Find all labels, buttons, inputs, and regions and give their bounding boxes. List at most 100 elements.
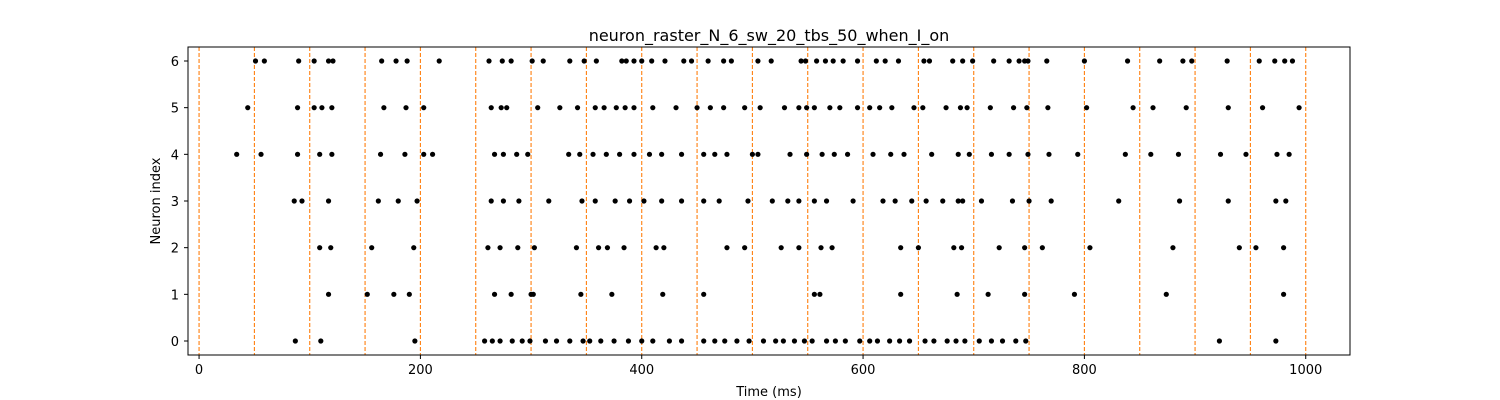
spike-point bbox=[329, 105, 335, 111]
spike-point bbox=[882, 58, 888, 64]
spike-point bbox=[294, 105, 301, 111]
spike-point bbox=[796, 198, 802, 204]
spike-point bbox=[958, 245, 965, 251]
spike-point bbox=[746, 338, 752, 344]
spike-point bbox=[557, 105, 563, 111]
spike-point bbox=[626, 198, 633, 204]
spike-point bbox=[325, 198, 332, 204]
y-tick-label: 1 bbox=[171, 288, 179, 303]
spike-point bbox=[292, 338, 298, 344]
spike-point bbox=[328, 245, 334, 251]
y-tick-label: 0 bbox=[171, 335, 179, 350]
spike-point bbox=[1044, 58, 1050, 64]
spike-point bbox=[1087, 245, 1093, 251]
spike-point bbox=[760, 338, 767, 344]
spike-point bbox=[509, 338, 515, 344]
y-axis-label: Neuron index bbox=[149, 157, 164, 244]
spike-point bbox=[325, 58, 332, 64]
spike-point bbox=[1225, 198, 1231, 204]
spike-point bbox=[951, 245, 957, 251]
spike-point bbox=[580, 338, 586, 344]
spike-point bbox=[909, 198, 915, 204]
spike-point bbox=[613, 105, 619, 111]
spike-point bbox=[623, 58, 629, 64]
spike-point bbox=[530, 291, 536, 297]
spike-point bbox=[898, 291, 904, 297]
spike-point bbox=[598, 338, 604, 344]
spike-point bbox=[491, 291, 498, 297]
y-tick-label: 4 bbox=[171, 148, 179, 163]
spike-point bbox=[796, 245, 802, 251]
plot-area bbox=[198, 47, 1307, 355]
spike-point bbox=[960, 58, 966, 64]
spike-point bbox=[892, 198, 898, 204]
spike-point bbox=[895, 58, 902, 64]
spike-point bbox=[325, 291, 332, 297]
spike-point bbox=[403, 105, 409, 111]
spike-point bbox=[1071, 291, 1078, 297]
x-tick-label: 400 bbox=[629, 363, 654, 378]
spike-point bbox=[791, 338, 798, 344]
spike-point bbox=[631, 151, 637, 157]
spike-point bbox=[622, 105, 628, 111]
x-axis: 0 200 400 600 800 1000 bbox=[195, 355, 1322, 378]
spike-point bbox=[823, 198, 830, 204]
spike-point bbox=[592, 105, 598, 111]
spike-point bbox=[755, 151, 761, 157]
spike-point bbox=[813, 58, 820, 64]
spike-point bbox=[940, 198, 946, 204]
spike-point bbox=[873, 58, 879, 64]
spike-point bbox=[1256, 58, 1262, 64]
y-tick-label: 6 bbox=[171, 55, 179, 70]
spike-point bbox=[579, 198, 585, 204]
spike-point bbox=[611, 338, 617, 344]
spike-point bbox=[491, 151, 498, 157]
spike-point bbox=[1273, 338, 1279, 344]
spike-point bbox=[837, 105, 843, 111]
spike-point bbox=[804, 105, 810, 111]
spike-point bbox=[844, 151, 851, 157]
spike-point bbox=[421, 151, 427, 157]
spike-point bbox=[811, 198, 817, 204]
spike-point bbox=[653, 245, 659, 251]
spike-point bbox=[1013, 338, 1019, 344]
spike-point bbox=[701, 291, 707, 297]
spike-point bbox=[631, 105, 637, 111]
spike-point bbox=[901, 151, 907, 157]
spike-point bbox=[573, 245, 580, 251]
spike-point bbox=[391, 291, 397, 297]
spike-point bbox=[1006, 151, 1012, 157]
spike-point bbox=[527, 338, 533, 344]
spike-point bbox=[404, 58, 410, 64]
spike-point bbox=[631, 58, 637, 64]
spike-point bbox=[291, 198, 297, 204]
spike-point bbox=[317, 151, 323, 157]
spike-point bbox=[953, 338, 959, 344]
spike-point bbox=[716, 198, 722, 204]
spike-point bbox=[673, 105, 679, 111]
spike-point bbox=[317, 245, 323, 251]
spike-point bbox=[1289, 58, 1296, 64]
spike-point bbox=[955, 198, 961, 204]
spike-point bbox=[421, 105, 427, 111]
spike-point bbox=[1224, 58, 1230, 64]
spike-point bbox=[999, 338, 1006, 344]
spike-point bbox=[1283, 198, 1289, 204]
spike-point bbox=[1170, 245, 1176, 251]
x-axis-label: Time (ms) bbox=[735, 385, 802, 400]
spike-point bbox=[745, 198, 751, 204]
spike-point bbox=[988, 151, 995, 157]
spike-point bbox=[553, 338, 560, 344]
spike-point bbox=[1150, 105, 1156, 111]
spike-point bbox=[854, 58, 861, 64]
spike-point bbox=[778, 245, 784, 251]
spike-point bbox=[996, 245, 1002, 251]
spike-point bbox=[840, 58, 846, 64]
spike-point bbox=[1081, 58, 1087, 64]
spike-point bbox=[712, 338, 718, 344]
spike-point bbox=[535, 105, 541, 111]
spike-point bbox=[842, 338, 848, 344]
spike-point bbox=[1025, 151, 1031, 157]
spike-point bbox=[245, 105, 251, 111]
spike-point bbox=[728, 58, 734, 64]
